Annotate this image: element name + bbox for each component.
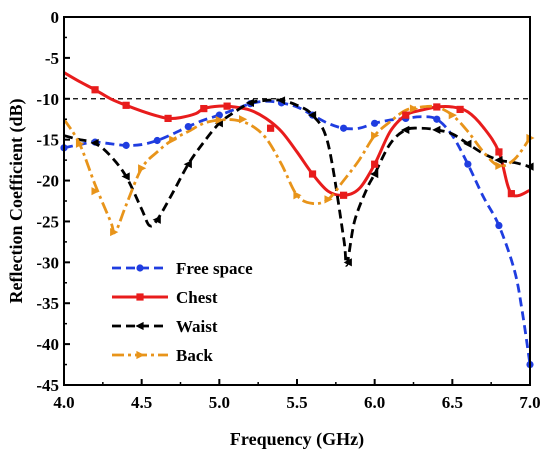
data-point-back — [324, 195, 333, 204]
data-point-waist — [121, 172, 130, 181]
x-tick-label: 6.0 — [364, 393, 385, 412]
data-point-free-space — [340, 124, 348, 132]
data-point-back — [138, 164, 147, 173]
legend-label-waist: Waist — [176, 317, 218, 336]
plot-frame — [63, 16, 531, 386]
data-point-back — [495, 161, 504, 170]
y-tick-label: -10 — [36, 90, 59, 109]
data-point-waist — [401, 125, 410, 134]
x-tick-label: 4.0 — [53, 393, 74, 412]
data-point-back — [169, 135, 178, 144]
data-point-waist — [183, 160, 192, 169]
x-tick-label: 6.5 — [442, 393, 463, 412]
data-point-waist — [494, 156, 503, 165]
legend-marker-back — [136, 350, 145, 360]
y-tick-label: -25 — [36, 212, 59, 231]
legend: Free space Chest Waist Back — [112, 259, 253, 365]
series-line-back — [64, 104, 530, 235]
data-point-chest — [433, 103, 441, 111]
y-tick-label: -45 — [36, 376, 59, 395]
y-axis-title: Reflection Coefficient (dB) — [6, 99, 27, 304]
data-point-waist — [152, 215, 161, 224]
data-point-chest — [91, 86, 99, 94]
data-point-chest — [164, 114, 172, 123]
data-point-free-space — [433, 115, 441, 123]
data-point-waist — [370, 169, 379, 179]
y-tick-label: -30 — [36, 253, 59, 272]
y-tick-label: -40 — [36, 335, 59, 354]
legend-label-chest: Chest — [176, 288, 218, 307]
axis-layer: 4.0 4.5 5.0 5.5 6.0 6.5 7.0 0 -5 -10 -15 -20 -25 -30 -… — [36, 8, 540, 412]
legend-marker-chest — [136, 293, 144, 301]
data-point-back — [110, 227, 119, 237]
data-point-back — [448, 111, 457, 120]
x-tick-label: 7.0 — [519, 393, 540, 412]
data-point-waist — [307, 111, 317, 120]
series-line-chest — [64, 71, 530, 198]
data-point-chest — [456, 105, 464, 114]
data-point-free-space — [371, 119, 379, 127]
data-point-chest — [266, 124, 275, 132]
data-point-waist — [432, 125, 441, 134]
data-point-back — [91, 187, 100, 196]
y-tick-label: 0 — [51, 8, 60, 27]
y-tick-label: -35 — [36, 294, 59, 313]
data-point-chest — [308, 170, 317, 178]
data-point-back — [293, 191, 302, 200]
legend-label-back: Back — [176, 346, 213, 365]
data-point-free-space — [153, 136, 161, 145]
data-point-back — [371, 131, 380, 140]
data-point-back — [239, 115, 248, 124]
data-point-free-space — [495, 221, 503, 230]
data-point-waist — [276, 96, 286, 105]
x-tick-label: 5.0 — [209, 393, 230, 412]
legend-marker-waist — [135, 321, 144, 331]
data-point-chest — [200, 104, 208, 113]
data-point-back — [215, 115, 224, 125]
y-tick-label: -20 — [36, 172, 59, 191]
data-point-chest — [122, 101, 130, 109]
legend-label-free-space: Free space — [176, 259, 253, 278]
data-point-chest — [507, 190, 515, 198]
data-point-free-space — [184, 122, 192, 131]
data-point-waist — [90, 138, 99, 148]
data-point-chest — [371, 160, 379, 168]
data-point-free-space — [122, 141, 130, 149]
data-point-chest — [402, 111, 410, 119]
data-point-chest — [223, 102, 231, 110]
data-point-back — [409, 104, 419, 113]
x-tick-label: 4.5 — [131, 393, 152, 412]
x-tick-label: 5.5 — [286, 393, 307, 412]
data-point-chest — [495, 148, 503, 156]
data-point-back — [75, 139, 85, 148]
y-tick-label: -5 — [45, 49, 59, 68]
data-point-waist — [245, 98, 254, 107]
data-point-free-space — [464, 160, 472, 168]
series-layer — [64, 71, 530, 365]
x-axis-title: Frequency (GHz) — [230, 429, 364, 450]
legend-marker-free-space — [136, 264, 144, 272]
data-point-waist — [463, 139, 472, 148]
data-point-waist — [343, 258, 352, 267]
data-point-chest — [340, 191, 348, 199]
marker-layer — [60, 86, 535, 369]
y-tick-label: -15 — [36, 131, 59, 150]
series-line-waist — [64, 98, 530, 267]
